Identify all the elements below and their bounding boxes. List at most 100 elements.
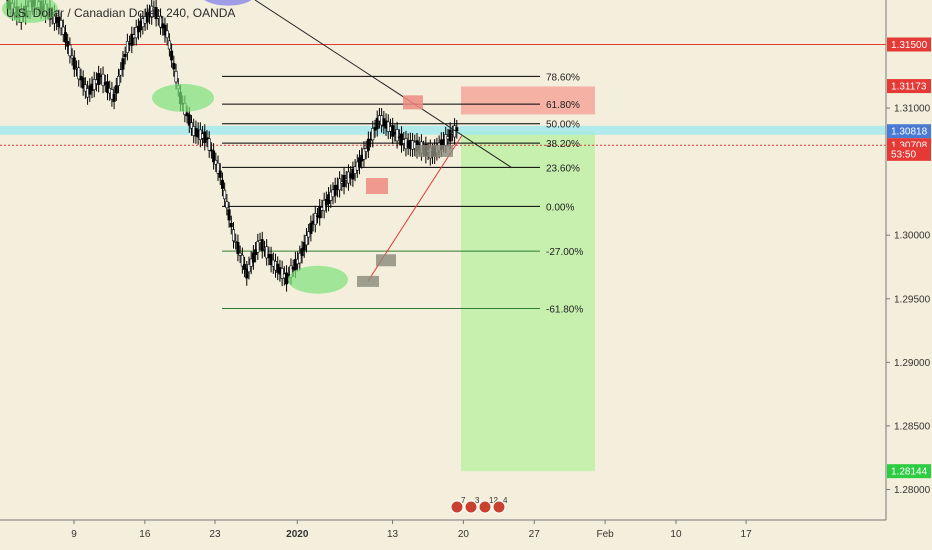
stop-loss-zone[interactable] <box>461 86 595 115</box>
take-profit-zone[interactable] <box>461 131 595 472</box>
candle-body <box>101 73 105 86</box>
candle-body <box>238 252 242 256</box>
candle-body <box>362 148 366 160</box>
price-tick-label: 1.29000 <box>894 358 931 369</box>
candle-body <box>172 62 176 70</box>
candle-body <box>232 229 236 242</box>
candle-body <box>455 127 459 132</box>
economic-event-count: 3 <box>475 496 480 505</box>
candle-body <box>72 57 76 70</box>
candle-body <box>265 246 269 259</box>
candle-body <box>63 32 67 43</box>
symbol-legend[interactable]: U.S. Dollar / Canadian Dollar, 240, OAND… <box>6 6 236 20</box>
candle-body <box>117 75 121 86</box>
candle-body <box>154 7 158 20</box>
price-tag[interactable] <box>887 146 931 161</box>
candle-body <box>59 20 63 29</box>
price-tick-label: 1.28000 <box>894 485 931 496</box>
candle-body <box>391 125 395 137</box>
candle-body <box>240 254 244 267</box>
candle-body <box>342 174 346 187</box>
candle-body <box>293 259 297 271</box>
time-tick-label: 16 <box>139 529 151 540</box>
candle-body <box>212 150 216 163</box>
candle-body <box>203 131 207 144</box>
candle-body <box>92 79 96 90</box>
candle-body <box>249 258 253 267</box>
time-tick-label: Feb <box>596 529 614 540</box>
fib-level-label: 61.80% <box>546 100 580 111</box>
candle-body <box>159 15 163 28</box>
candle-body <box>209 149 213 152</box>
economic-event-icon[interactable] <box>450 500 464 514</box>
economic-event-icon[interactable] <box>464 500 478 514</box>
candle-body <box>302 241 306 251</box>
candle-body <box>77 67 81 80</box>
price-tag[interactable] <box>887 464 931 479</box>
candle-body <box>338 178 342 191</box>
candle-body <box>170 50 174 61</box>
fib-level-label: 78.60% <box>546 72 580 83</box>
candle-body <box>247 263 251 273</box>
demand-box[interactable] <box>415 144 453 157</box>
price-tag-label: 1.31173 <box>891 82 927 93</box>
time-tick-label: 27 <box>529 529 541 540</box>
candle-body <box>216 162 220 174</box>
candle-body <box>105 81 109 93</box>
fib-level-label: 23.60% <box>546 163 580 174</box>
time-tick-label: 10 <box>670 529 682 540</box>
price-tick-label: 1.31000 <box>894 104 931 115</box>
candle-body <box>280 267 284 279</box>
candle-body <box>229 222 233 228</box>
candle-body <box>165 30 169 39</box>
candle-body <box>371 128 375 141</box>
candle-body <box>256 241 260 253</box>
candle-body <box>318 206 322 219</box>
candle-body <box>260 239 264 252</box>
time-tick-label: 17 <box>741 529 753 540</box>
supply-box[interactable] <box>403 95 423 110</box>
candle-body <box>112 93 116 102</box>
fib-level-label: 0.00% <box>546 202 574 213</box>
candle-body <box>304 235 308 246</box>
fib-level-label: 38.20% <box>546 139 580 150</box>
swing-low-highlight <box>288 265 348 294</box>
candle-body <box>214 160 218 165</box>
candle-body <box>243 264 247 270</box>
economic-event-icon[interactable] <box>492 500 506 514</box>
candle-body <box>309 222 313 235</box>
economic-event-count: 4 <box>503 496 508 505</box>
price-tag[interactable] <box>887 37 931 52</box>
candle-body <box>167 40 171 50</box>
price-tag[interactable] <box>887 79 931 94</box>
candle-body <box>114 85 118 94</box>
candle-body <box>134 27 138 39</box>
price-tag-label: 1.31500 <box>891 40 928 51</box>
demand-box[interactable] <box>376 254 396 267</box>
candle-body <box>163 24 167 36</box>
current-price-band <box>0 125 886 135</box>
time-tick-label: 9 <box>71 529 77 540</box>
price-tick-label: 1.30000 <box>894 231 931 242</box>
price-tick-label: 1.29500 <box>894 294 931 305</box>
price-tag-label: 53:50 <box>891 149 916 160</box>
economic-event-icon[interactable] <box>478 500 492 514</box>
candle-body <box>251 252 255 263</box>
descending-trendline[interactable] <box>254 0 513 169</box>
price-tag[interactable] <box>887 124 931 139</box>
candle-body <box>61 26 65 35</box>
candle-body <box>119 69 123 76</box>
candle-body <box>366 138 370 151</box>
supply-box[interactable] <box>366 177 388 194</box>
swing-low-highlight <box>2 0 58 23</box>
candle-body <box>68 44 72 57</box>
price-tag-label: 1.30708 <box>891 141 928 152</box>
candle-body <box>444 134 448 146</box>
candle-body <box>125 41 129 54</box>
fib-level-label: 50.00% <box>546 120 580 131</box>
candle-body <box>121 58 125 70</box>
fib-level-label: -27.00% <box>546 247 583 258</box>
demand-box[interactable] <box>357 275 379 287</box>
